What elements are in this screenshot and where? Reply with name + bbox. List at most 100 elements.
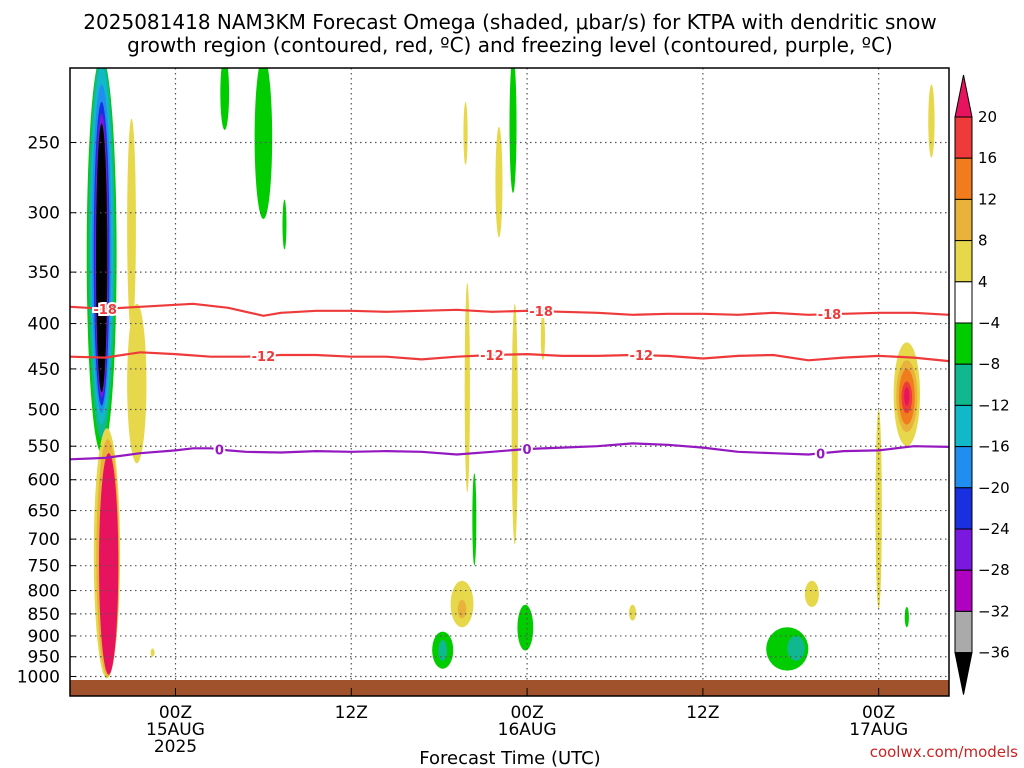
pressure-tick-label: 600	[28, 471, 60, 491]
omega-feature	[127, 303, 147, 464]
colorbar-box	[954, 240, 973, 283]
contour-label: -18	[93, 303, 117, 318]
colorbar-box	[954, 404, 973, 448]
omega-feature	[509, 68, 517, 193]
plot-background	[70, 68, 949, 696]
chart-title-line1: 2025081418 NAM3KM Forecast Omega (shaded…	[83, 10, 936, 34]
time-tick-label: 17AUG	[849, 720, 908, 740]
colorbar-level-label: −24	[978, 520, 1010, 538]
time-tick-label: 15AUG	[146, 720, 205, 740]
omega-feature	[511, 303, 518, 545]
contour-label: -18	[529, 305, 553, 320]
colorbar-level-label: −8	[978, 355, 1000, 373]
time-tick-label: 00Z	[510, 703, 543, 723]
omega-feature	[150, 648, 155, 657]
pressure-axis: 2503003504004505005506006507007508008509…	[17, 134, 76, 688]
contour-label: 0	[523, 443, 532, 458]
contour-label: -12	[252, 350, 276, 365]
omega-feature	[99, 453, 119, 675]
plot-area: -18 -18 -18 -12 -12 -12 0 0 0	[70, 68, 949, 696]
pressure-tick-label: 850	[28, 605, 60, 625]
colorbar-level-label: 20	[978, 108, 997, 126]
omega-feature	[282, 199, 287, 250]
contour-line--18	[70, 302, 949, 317]
colorbar-level-label: −4	[978, 314, 1000, 332]
omega-feature	[495, 126, 503, 238]
colorbar-box	[954, 446, 973, 489]
colorbar-level-label: 8	[978, 232, 988, 250]
omega-feature	[928, 84, 935, 158]
time-tick-label: 12Z	[686, 703, 719, 723]
colorbar-box	[954, 198, 973, 242]
time-tick-label: 00Z	[862, 703, 895, 723]
pressure-tick-label: 500	[28, 401, 60, 421]
pressure-tick-label: 800	[28, 582, 60, 602]
omega-feature	[457, 600, 467, 619]
omega-feature	[804, 580, 819, 608]
colorbar-box	[954, 322, 973, 365]
pressure-tick-label: 950	[28, 648, 60, 668]
colorbar-box	[954, 363, 973, 406]
omega-feature	[220, 68, 230, 130]
omega-feature	[472, 473, 477, 566]
contour-label: 0	[816, 447, 825, 462]
colorbar-level-label: −28	[978, 561, 1010, 579]
omega-feature	[127, 118, 136, 334]
time-tick-label: 00Z	[159, 703, 192, 723]
pressure-tick-label: 750	[28, 557, 60, 577]
omega-feature	[463, 101, 468, 165]
pressure-tick-label: 350	[28, 263, 60, 283]
omega-feature	[254, 68, 273, 220]
pressure-tick-label: 550	[28, 437, 60, 457]
omega-feature	[96, 123, 108, 393]
credit-link[interactable]: coolwx.com/models	[870, 743, 1018, 761]
colorbar-box	[954, 116, 973, 159]
omega-feature	[904, 387, 910, 406]
pressure-tick-label: 450	[28, 360, 60, 380]
colorbar-box	[954, 157, 973, 200]
omega-feature	[438, 640, 448, 661]
plot-frame	[69, 67, 950, 697]
omega-feature	[629, 604, 637, 621]
pressure-tick-label: 700	[28, 530, 60, 550]
colorbar-level-label: −32	[978, 602, 1010, 620]
omega-feature	[540, 313, 546, 361]
contour-line--12	[70, 351, 949, 363]
omega-shading	[86, 68, 935, 679]
colorbar-bottom-arrow	[954, 652, 973, 695]
temperature-contours: -18 -18 -18 -12 -12 -12 0 0 0	[70, 301, 949, 464]
pressure-tick-label: 400	[28, 315, 60, 335]
colorbar-level-label: −16	[978, 438, 1010, 456]
pressure-tick-label: 250	[28, 134, 60, 154]
time-tick-label: 2025	[154, 737, 197, 757]
colorbar-level-label: −20	[978, 479, 1010, 497]
colorbar-box	[954, 281, 973, 324]
ground-surface	[70, 680, 949, 696]
pressure-tick-label: 1000	[17, 668, 60, 688]
colorbar-top-arrow	[954, 74, 973, 118]
colorbar-box	[954, 487, 973, 530]
contour-label: -12	[630, 349, 654, 364]
colorbar-level-label: 4	[978, 273, 988, 291]
colorbar-level-label: 16	[978, 149, 997, 167]
contour-label: -12	[480, 349, 504, 364]
pressure-tick-label: 650	[28, 502, 60, 522]
time-tick-label: 12Z	[335, 703, 368, 723]
contour-line-0	[70, 442, 949, 461]
omega-feature	[464, 282, 470, 493]
colorbar-level-label: −12	[978, 396, 1010, 414]
colorbar-box	[954, 569, 973, 612]
colorbar-box	[954, 528, 973, 571]
contour-label: -18	[818, 308, 842, 323]
contour-label: 0	[215, 443, 224, 458]
x-axis-label: Forecast Time (UTC)	[419, 748, 600, 768]
colorbar: 20 16 12 8 4 −4 −8 −12 −16 −20 −24 −28 −32 −36	[954, 74, 1010, 695]
colorbar-box	[954, 610, 973, 654]
colorbar-level-label: 12	[978, 190, 997, 208]
colorbar-level-label: −36	[978, 644, 1010, 662]
omega-feature	[517, 604, 534, 651]
pressure-tick-label: 900	[28, 627, 60, 647]
time-tick-label: 16AUG	[498, 720, 557, 740]
